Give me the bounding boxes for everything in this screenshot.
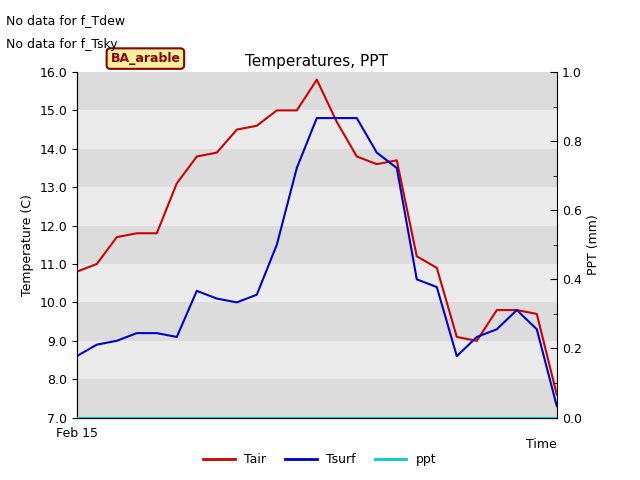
Bar	[77, 149, 557, 187]
Y-axis label: PPT (mm): PPT (mm)	[588, 215, 600, 275]
Legend: Tair, Tsurf, ppt: Tair, Tsurf, ppt	[198, 448, 442, 471]
Text: Time: Time	[526, 438, 557, 451]
Title: Temperatures, PPT: Temperatures, PPT	[245, 54, 388, 70]
Text: No data for f_Tdew: No data for f_Tdew	[6, 14, 125, 27]
Y-axis label: Temperature (C): Temperature (C)	[20, 194, 34, 296]
Bar	[77, 379, 557, 418]
Bar	[77, 187, 557, 226]
Text: BA_arable: BA_arable	[111, 52, 180, 65]
Bar	[77, 264, 557, 302]
Bar	[77, 226, 557, 264]
Text: No data for f_Tsky: No data for f_Tsky	[6, 38, 118, 51]
Bar	[77, 302, 557, 341]
Bar	[77, 72, 557, 110]
Bar	[77, 110, 557, 149]
Bar	[77, 341, 557, 379]
